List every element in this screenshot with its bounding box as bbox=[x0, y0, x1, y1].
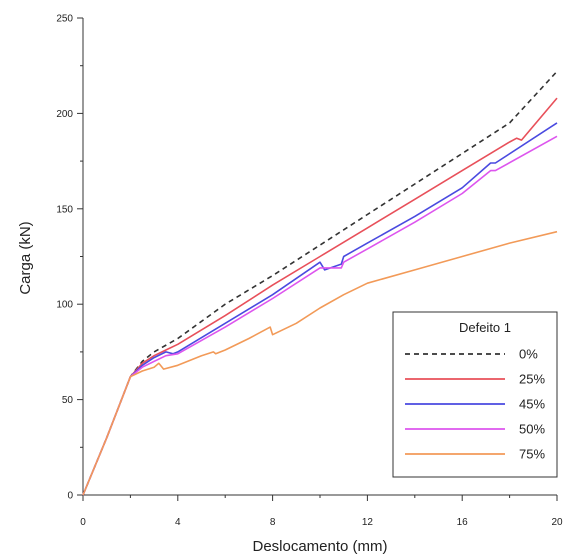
y-axis-title: Carga (kN) bbox=[17, 221, 34, 294]
series-lines bbox=[82, 70, 558, 496]
legend-label: 45% bbox=[519, 397, 545, 412]
x-tick-label: 16 bbox=[457, 517, 469, 528]
y-tick-label: 250 bbox=[56, 14, 73, 25]
legend-label: 25% bbox=[519, 372, 545, 387]
legend-label: 50% bbox=[519, 422, 545, 437]
x-axis-title: Deslocamento (mm) bbox=[252, 538, 387, 554]
legend-box bbox=[392, 311, 558, 478]
x-tick-label: 4 bbox=[175, 517, 181, 528]
legend-title: Defeito 1 bbox=[459, 320, 511, 335]
y-tick-label: 200 bbox=[56, 109, 73, 120]
legend-label: 0% bbox=[519, 347, 538, 362]
legend-label: 75% bbox=[519, 447, 545, 462]
series-line-45pct bbox=[82, 122, 558, 496]
axes: 0 50 100 150 200 250 0 4 8 12 16 20 bbox=[56, 14, 563, 529]
x-tick-label: 20 bbox=[551, 517, 563, 528]
y-tick-label: 150 bbox=[56, 204, 73, 215]
x-tick-label: 12 bbox=[362, 517, 374, 528]
series-line-50pct bbox=[82, 135, 558, 496]
legend: Defeito 1 0% 25% 45% 50% 75% bbox=[392, 311, 558, 478]
y-tick-label: 0 bbox=[67, 491, 73, 502]
x-tick-label: 8 bbox=[270, 517, 276, 528]
y-tick-label: 50 bbox=[62, 395, 74, 406]
x-tick-label: 0 bbox=[80, 517, 86, 528]
series-line-25pct bbox=[82, 97, 558, 496]
y-tick-label: 100 bbox=[56, 300, 73, 311]
series-line-75pct bbox=[82, 230, 558, 496]
